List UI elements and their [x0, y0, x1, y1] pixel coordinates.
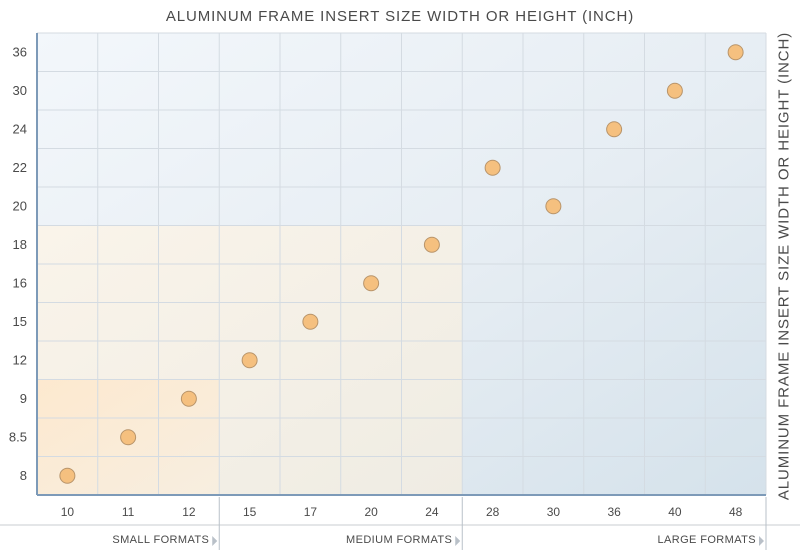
data-point [484, 159, 501, 176]
x-tick-label: 12 [182, 505, 196, 519]
small-format-label: SMALL FORMATS [112, 534, 210, 546]
y-tick-label: 16 [13, 275, 27, 290]
x-tick-label: 15 [243, 505, 257, 519]
x-tick-label: 11 [122, 505, 135, 519]
y-tick-label: 12 [13, 352, 27, 367]
y-tick-label: 36 [13, 44, 27, 59]
data-point [59, 467, 76, 484]
x-tick-label: 20 [364, 505, 378, 519]
y-axis-label: ALUMINUM FRAME INSERT SIZE WIDTH OR HEIG… [775, 31, 793, 501]
medium-format-label: MEDIUM FORMATS [346, 534, 453, 546]
x-tick-label: 28 [486, 505, 500, 519]
x-tick-labels: 10 11 12 15 17 20 24 28 30 36 40 48 [61, 505, 743, 519]
y-tick-label: 9 [20, 391, 27, 406]
chart-title: ALUMINUM FRAME INSERT SIZE WIDTH OR HEIG… [165, 8, 635, 25]
format-boundary-arrow [212, 536, 218, 546]
y-tick-label: 20 [13, 198, 27, 213]
x-tick-label: 17 [304, 505, 318, 519]
x-tick-label: 10 [61, 505, 75, 519]
data-point [545, 198, 562, 215]
data-point [241, 352, 258, 369]
format-boundary-arrow [759, 536, 764, 546]
x-tick-label: 30 [547, 505, 561, 519]
format-markers [212, 497, 767, 550]
x-tick-label: 24 [425, 505, 439, 519]
x-tick-label: 36 [607, 505, 621, 519]
data-point [302, 313, 319, 330]
data-point [180, 390, 197, 407]
data-point [666, 82, 683, 99]
data-points [59, 44, 744, 484]
large-format-label: LARGE FORMATS [657, 534, 756, 546]
y-tick-label: 15 [13, 314, 27, 329]
data-point [423, 236, 440, 253]
y-tick-labels: 8 8.5 9 12 15 16 18 20 22 24 30 36 [9, 44, 27, 483]
x-tick-label: 40 [668, 505, 682, 519]
y-tick-label: 8 [20, 468, 27, 483]
data-point [727, 44, 744, 61]
format-boundary-arrow [455, 536, 461, 546]
grid-lines [37, 32, 767, 495]
y-tick-label: 8.5 [9, 429, 27, 444]
data-point [120, 429, 137, 446]
y-tick-label: 24 [13, 121, 27, 136]
axes [0, 33, 800, 526]
y-tick-label: 30 [13, 83, 27, 98]
x-tick-label: 48 [729, 505, 743, 519]
data-point [606, 121, 623, 138]
data-point [363, 275, 380, 292]
y-tick-label: 22 [13, 160, 27, 175]
y-tick-label: 18 [13, 237, 27, 252]
